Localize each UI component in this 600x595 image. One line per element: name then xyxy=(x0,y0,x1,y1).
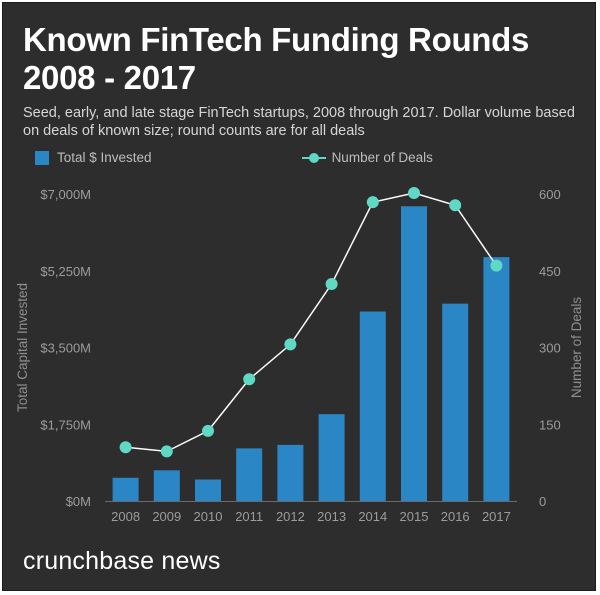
legend-swatch-line xyxy=(301,151,326,165)
deals-point-2016 xyxy=(449,199,462,212)
x-tick-label: 2009 xyxy=(152,509,181,524)
deals-point-2017 xyxy=(490,259,503,272)
y-left-tick-label: $1,750M xyxy=(40,417,91,432)
deals-line xyxy=(125,192,498,453)
y-left-tick-label: $3,500M xyxy=(40,341,91,356)
y-right-tick-label: 150 xyxy=(539,417,561,432)
legend-item-invested: Total $ Invested xyxy=(35,150,152,165)
chart-title: Known FinTech Funding Rounds 2008 - 2017 xyxy=(23,21,530,96)
bar-2009 xyxy=(153,470,180,501)
y-right-tick-label: 600 xyxy=(539,187,561,202)
y-left-tick-label: $5,250M xyxy=(40,264,91,279)
deals-point-2013 xyxy=(325,278,338,291)
y-right-axis-title: Number of Deals xyxy=(569,297,584,399)
legend-swatch-bar xyxy=(35,150,49,165)
chart-plot: $0M $1,750M $3,500M $5,250M $7,000M 0 150 300 45… xyxy=(15,186,584,524)
y-left-tick-label: $0M xyxy=(66,494,91,509)
y-right-tick-label: 450 xyxy=(539,264,561,279)
bar-2008 xyxy=(112,477,139,501)
deals-point-2010 xyxy=(202,424,214,437)
bar-2011 xyxy=(236,448,263,501)
x-tick-label: 2013 xyxy=(317,509,346,524)
deals-point-2012 xyxy=(284,338,297,351)
x-tick-label: 2015 xyxy=(400,509,429,524)
brand-logo-text: crunchbase news xyxy=(23,547,221,575)
bar-2017 xyxy=(483,257,510,501)
bar-2012 xyxy=(277,444,304,501)
bar-2014 xyxy=(359,311,386,501)
x-tick-label: 2011 xyxy=(235,509,263,524)
y-right-tick-label: 300 xyxy=(539,341,561,356)
bar-2015 xyxy=(401,206,427,501)
chart-legend: Total $ Invested Number of Deals xyxy=(35,150,433,165)
legend-item-deals: Number of Deals xyxy=(152,150,433,165)
x-tick-label: 2012 xyxy=(276,509,305,524)
deals-point-2008 xyxy=(119,441,132,454)
deals-point-2009 xyxy=(160,445,173,458)
deals-point-2011 xyxy=(243,373,256,386)
deals-point-2014 xyxy=(366,196,379,209)
y-left-tick-label: $7,000M xyxy=(40,187,91,202)
bar-2010 xyxy=(195,479,221,501)
x-tick-label: 2017 xyxy=(482,509,511,524)
legend-label-deals: Number of Deals xyxy=(331,150,433,165)
bar-2013 xyxy=(318,414,345,501)
x-tick-label: 2014 xyxy=(358,509,387,524)
bar-2016 xyxy=(442,303,469,501)
chart-subtitle: Seed, early, and late stage FinTech star… xyxy=(23,105,575,139)
y-right-tick-label: 0 xyxy=(539,494,546,509)
x-tick-label: 2010 xyxy=(194,509,223,524)
legend-label-invested: Total $ Invested xyxy=(57,150,152,165)
x-tick-label: 2008 xyxy=(111,509,140,524)
x-tick-label: 2016 xyxy=(441,509,470,524)
y-left-axis-title: Total Capital Invested xyxy=(15,283,30,412)
deals-point-2015 xyxy=(408,186,420,199)
